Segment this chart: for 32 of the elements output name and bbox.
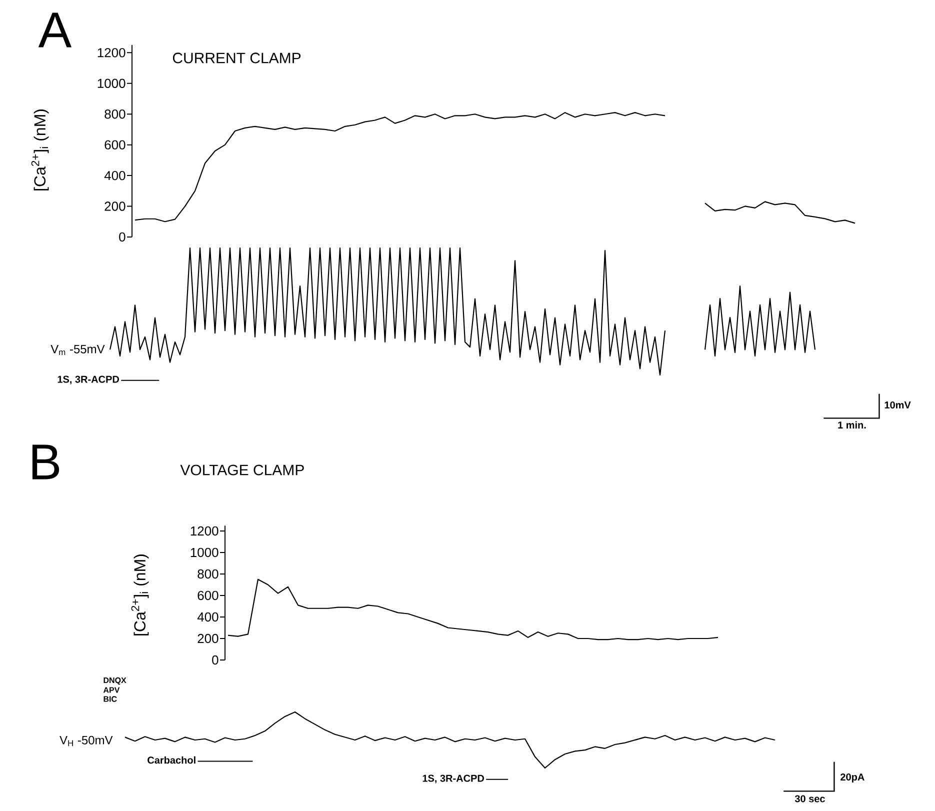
y-tick-label: 1200 <box>190 526 218 536</box>
y-axis-title: [Ca$^{2+}$]$_{i}$ (nM) <box>131 554 149 636</box>
annotation: Carbachol <box>148 756 196 764</box>
y-tick-label: 600 <box>198 590 218 600</box>
chart-subtitle: VOLTAGE CLAMP <box>180 464 304 476</box>
y-tick-label: 0 <box>119 232 126 242</box>
y-tick-label: 400 <box>197 612 218 622</box>
y-tick-label: 200 <box>104 202 126 211</box>
y-tick-label: 800 <box>104 110 126 119</box>
text: DNQX <box>104 677 126 685</box>
y-tick-label: 600 <box>104 140 126 150</box>
chart-title: B <box>32 444 60 480</box>
text: BIC <box>104 696 117 702</box>
chart-subtitle: CURRENT CLAMP <box>172 52 301 64</box>
y-axis-title: [Ca$^{2+}$]$_{i}$ (nM) <box>31 110 49 190</box>
text: 1 min. <box>838 421 866 428</box>
y-tick-label: 0 <box>212 655 218 665</box>
text: V$_{H}$ -50mV <box>60 736 113 746</box>
text: 30 sec <box>794 795 825 802</box>
text: APV <box>103 687 120 693</box>
chart-title: A <box>38 12 72 48</box>
y-tick-label: 1000 <box>98 78 126 88</box>
y-tick-label: 1000 <box>190 548 218 558</box>
y-tick-label: 400 <box>104 170 126 180</box>
text: 1S, 3R-ACPD <box>422 774 484 784</box>
text: V$_{m}$ -55mV <box>50 344 105 356</box>
y-tick-label: 1200 <box>98 48 126 58</box>
text: 20pA <box>840 773 864 783</box>
text: 10mV <box>884 401 911 409</box>
text: 1S, 3R-ACPD <box>58 376 119 384</box>
y-tick-label: 200 <box>198 634 218 644</box>
y-tick-label: 800 <box>198 569 218 579</box>
